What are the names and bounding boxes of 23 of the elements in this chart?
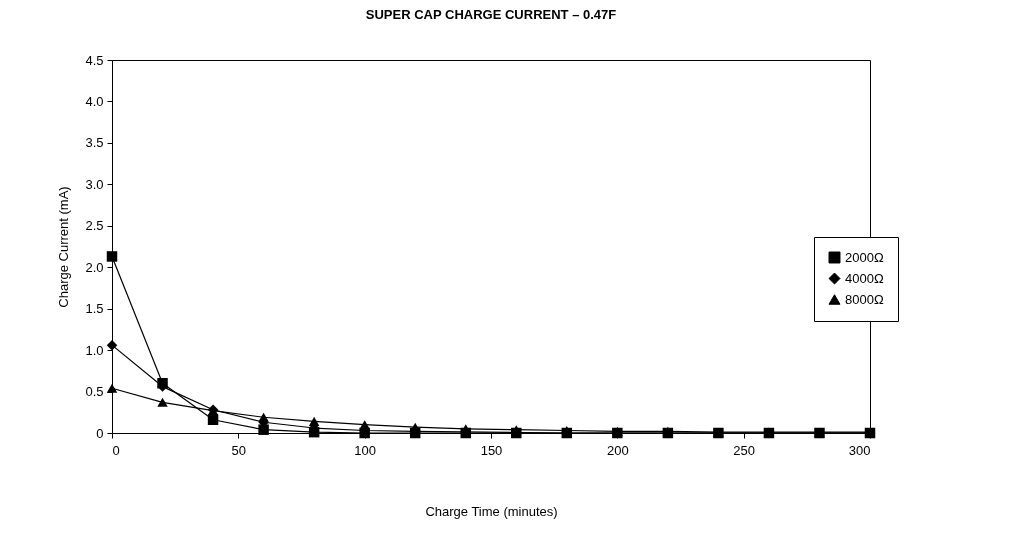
x-tick-label: 200 (606, 442, 629, 458)
x-tick-label: 0 (112, 442, 120, 458)
x-tick-label: 150 (480, 442, 503, 458)
y-tick-label: 1.0 (85, 342, 104, 358)
x-tick-label: 100 (354, 442, 377, 458)
y-tick-label: 3.0 (85, 176, 104, 192)
legend-label: 2000Ω (845, 249, 884, 265)
chart-title: SUPER CAP CHARGE CURRENT – 0.47F (365, 7, 617, 22)
x-axis-title: Charge Time (minutes) (425, 503, 558, 519)
y-tick-label: 1.5 (85, 301, 104, 317)
x-tick-label: 300 (848, 442, 871, 458)
legend-label: 8000Ω (845, 291, 884, 307)
y-tick-label: 0.5 (85, 384, 104, 400)
y-tick-label: 2.5 (85, 218, 104, 234)
y-tick-label: 4.0 (85, 93, 104, 109)
y-tick-label: 0 (96, 425, 104, 441)
y-axis-title: Charge Current (mA) (56, 186, 72, 308)
legend-label: 4000Ω (845, 270, 884, 286)
x-tick-label: 50 (231, 442, 247, 458)
y-tick-label: 2.0 (85, 259, 104, 275)
y-tick-label: 4.5 (85, 52, 104, 68)
x-tick-label: 250 (733, 442, 756, 458)
y-tick-label: 3.5 (85, 135, 104, 151)
